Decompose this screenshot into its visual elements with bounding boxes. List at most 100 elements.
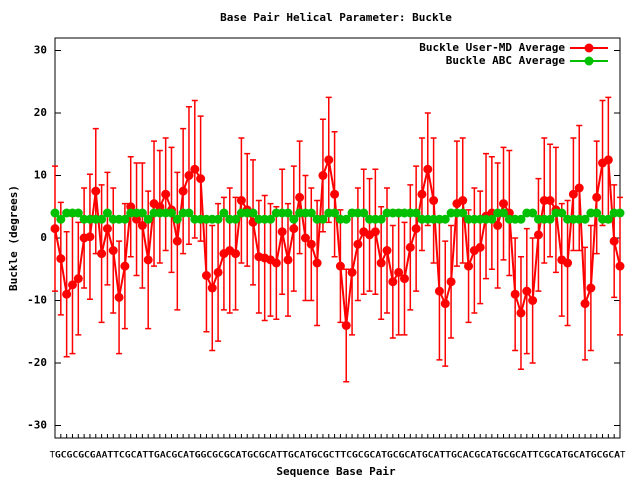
point	[143, 214, 153, 224]
x-tick-label: AT	[236, 451, 247, 461]
x-tick-label: AT	[102, 451, 113, 461]
point	[73, 274, 83, 284]
point	[533, 230, 543, 240]
point	[586, 283, 596, 293]
point	[324, 155, 334, 165]
x-tick-label: GC	[55, 451, 66, 461]
x-tick-label: CG	[166, 451, 177, 461]
x-tick-label: CG	[207, 451, 218, 461]
x-tick-label: GC	[422, 451, 433, 461]
point	[312, 258, 322, 268]
point	[56, 254, 66, 264]
x-tick-label: TC	[114, 451, 125, 461]
point	[382, 246, 392, 255]
point	[499, 199, 509, 209]
point	[603, 155, 613, 165]
point	[458, 208, 468, 218]
point	[126, 202, 136, 212]
x-tick-label: GC	[312, 451, 323, 461]
point	[120, 214, 130, 224]
x-tick-label: TG	[492, 451, 503, 461]
x-tick-label: CG	[597, 451, 608, 461]
point	[73, 208, 83, 218]
point	[50, 224, 60, 234]
x-tick-label: AT	[556, 451, 567, 461]
point	[341, 321, 351, 330]
x-tick-label: AT	[434, 451, 445, 461]
x-tick-label: CG	[539, 451, 550, 461]
point	[190, 164, 200, 174]
point	[266, 214, 276, 224]
x-tick-label: AT	[184, 451, 195, 461]
x-tick-label: CA	[131, 451, 142, 461]
x-tick-label: CA	[428, 451, 439, 461]
point	[283, 208, 293, 218]
point	[615, 208, 625, 218]
y-tick-label: -30	[27, 419, 47, 432]
point	[306, 239, 316, 249]
x-tick-label: TT	[143, 451, 154, 461]
x-tick-label: GC	[399, 451, 410, 461]
x-tick-label: TG	[446, 451, 457, 461]
point	[370, 227, 380, 237]
x-tick-label: GC	[603, 451, 614, 461]
point	[528, 296, 538, 305]
point	[499, 208, 509, 218]
x-tick-label: GC	[545, 451, 556, 461]
x-tick-label: TG	[283, 451, 294, 461]
x-tick-label: TC	[341, 451, 352, 461]
x-tick-label: GC	[364, 451, 375, 461]
point	[172, 214, 182, 224]
point	[161, 189, 171, 199]
point	[85, 232, 95, 242]
point	[102, 208, 112, 218]
point	[592, 208, 602, 218]
legend-marker	[584, 43, 594, 53]
point	[137, 208, 147, 218]
legend-label: Buckle ABC Average	[446, 54, 566, 67]
point	[399, 274, 409, 284]
point	[120, 261, 130, 271]
point	[289, 214, 299, 224]
point	[440, 214, 450, 224]
x-tick-label: CA	[370, 451, 381, 461]
point	[137, 221, 147, 230]
point	[522, 286, 532, 296]
x-tick-label: CG	[218, 451, 229, 461]
point	[271, 258, 281, 268]
legend-marker	[584, 56, 594, 66]
point	[318, 171, 328, 180]
point	[207, 283, 217, 293]
x-axis-label: Sequence Base Pair	[276, 465, 396, 478]
point	[97, 249, 107, 259]
x-tick-label: GA	[154, 451, 165, 461]
x-tick-label: TT	[108, 451, 119, 461]
point	[335, 261, 345, 271]
point	[376, 214, 386, 224]
x-tick-label: GC	[248, 451, 259, 461]
point	[609, 236, 619, 246]
point	[67, 280, 77, 290]
point	[330, 189, 340, 199]
point	[289, 224, 299, 234]
x-tick-label: TT	[335, 451, 346, 461]
point	[580, 214, 590, 224]
x-tick-label: GC	[67, 451, 78, 461]
x-tick-label: TG	[50, 451, 61, 461]
point	[213, 214, 223, 224]
x-tick-label: GC	[172, 451, 183, 461]
y-axis-label: Buckle (degrees)	[7, 185, 20, 291]
point	[132, 214, 142, 224]
x-tick-label: AT	[486, 451, 497, 461]
point	[184, 208, 194, 218]
point	[143, 255, 153, 265]
point	[568, 189, 578, 199]
point	[347, 267, 357, 277]
x-tick-label: CG	[61, 451, 72, 461]
legend-label: Buckle User-MD Average	[419, 41, 565, 54]
x-tick-label: CA	[90, 451, 101, 461]
x-tick-label: CA	[294, 451, 305, 461]
point	[102, 224, 112, 234]
x-tick-label: GC	[79, 451, 90, 461]
point	[155, 202, 165, 212]
